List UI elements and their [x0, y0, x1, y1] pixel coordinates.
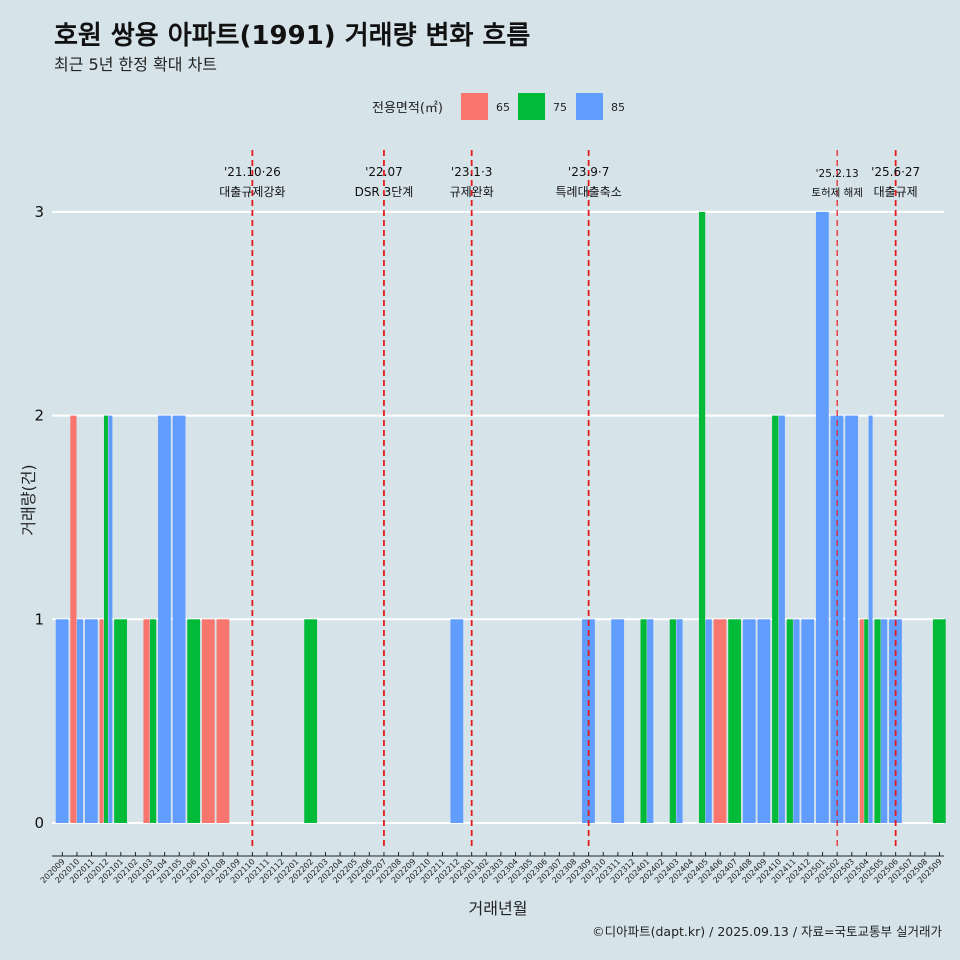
bar-202403-75 [669, 619, 676, 823]
bar-202411-85 [793, 619, 800, 823]
legend-label-65: 65 [496, 101, 510, 114]
bar-202311-85 [611, 619, 625, 823]
x-axis-title: 거래년월 [469, 899, 528, 918]
bar-202408-85 [742, 619, 756, 823]
bar-202103-65 [143, 619, 150, 823]
bar-202409-85 [757, 619, 771, 823]
bar-202405-75 [698, 211, 706, 823]
x-axis: 2020092020102020112020122021012021022021… [39, 852, 944, 885]
bar-202104-85 [158, 415, 171, 823]
bar-202504-75 [864, 619, 869, 823]
legend-label-85: 85 [611, 101, 625, 114]
bar-202010-85 [76, 619, 84, 823]
event-label-202506: 대출규제 [874, 185, 918, 199]
bar-202401-75 [640, 619, 647, 823]
bar-202405-85 [705, 619, 712, 823]
bars [55, 211, 946, 823]
event-label-202309: 특례대출축소 [556, 185, 622, 199]
bar-202410-75 [772, 415, 779, 823]
y-axis-title: 거래량(건) [19, 464, 38, 535]
bar-202504-85 [868, 415, 873, 823]
chart-subtitle: 최근 5년 한정 확대 차트 [54, 55, 217, 74]
bar-202411-75 [786, 619, 793, 823]
bar-202011-85 [84, 619, 98, 823]
bar-202503-85 [845, 415, 858, 823]
bar-202009-85 [55, 619, 69, 823]
legend-title: 전용면적(㎡) [372, 101, 443, 116]
caption: ©디아파트(dapt.kr) / 2025.09.13 / 자료=국토교통부 실… [592, 924, 942, 939]
bar-202012-85 [108, 415, 113, 823]
event-label-202502: 토허제 해제 [811, 186, 863, 199]
legend-label-75: 75 [553, 101, 567, 114]
bar-202412-85 [801, 619, 815, 823]
bar-202212-85 [450, 619, 464, 823]
bar-202106-75 [187, 619, 201, 823]
bar-202010-65 [70, 415, 77, 823]
bar-202504-65 [859, 619, 864, 823]
event-markers: '21.10·26 대출규제강화 '22.07 DSR 3단계 '23.1·3 규제완화 '… [219, 150, 920, 850]
y-tick-label: 1 [34, 610, 44, 628]
y-axis: 0 1 2 3 [34, 203, 44, 832]
bar-202505-85 [881, 619, 888, 823]
bar-202403-85 [676, 619, 683, 823]
bar-202509-75 [932, 619, 946, 823]
bar-202105-85 [172, 415, 186, 823]
bar-202401-85 [647, 619, 654, 823]
event-label-202207: DSR 3단계 [355, 185, 414, 199]
y-tick-label: 3 [34, 203, 44, 221]
bar-202103-75 [150, 619, 157, 823]
bar-202101-75 [114, 619, 127, 823]
bar-202202-75 [304, 619, 318, 823]
bar-202108-65 [216, 619, 230, 823]
bar-202407-75 [728, 619, 742, 823]
bar-202012-65 [99, 619, 104, 823]
bar-202410-85 [778, 415, 785, 823]
event-date-202110: '21.10·26 [224, 165, 281, 179]
event-date-202301: '23.1·3 [451, 165, 492, 179]
y-tick-label: 0 [34, 814, 44, 832]
event-label-202301: 규제완화 [450, 185, 494, 199]
legend-swatch-75 [518, 93, 545, 120]
bar-202505-75 [874, 619, 881, 823]
y-tick-label: 2 [34, 407, 44, 425]
event-date-202207: '22.07 [365, 165, 403, 179]
bar-202502-85 [830, 415, 844, 823]
event-date-202309: '23.9·7 [568, 165, 609, 179]
event-label-202110: 대출규제강화 [219, 185, 285, 199]
legend-swatch-65 [461, 93, 488, 120]
chart-title: 호원 쌍용 아파트(1991) 거래량 변화 흐름 [54, 21, 530, 51]
bar-202107-65 [201, 619, 215, 823]
bar-202406-65 [713, 619, 727, 823]
bar-202501-85 [815, 211, 829, 823]
event-date-202502: '25.2.13 [816, 168, 859, 180]
legend-swatch-85 [576, 93, 603, 120]
event-date-202506: '25.6·27 [871, 165, 920, 179]
bar-202012-75 [103, 415, 108, 823]
legend: 전용면적(㎡) 65 75 85 [372, 93, 625, 120]
